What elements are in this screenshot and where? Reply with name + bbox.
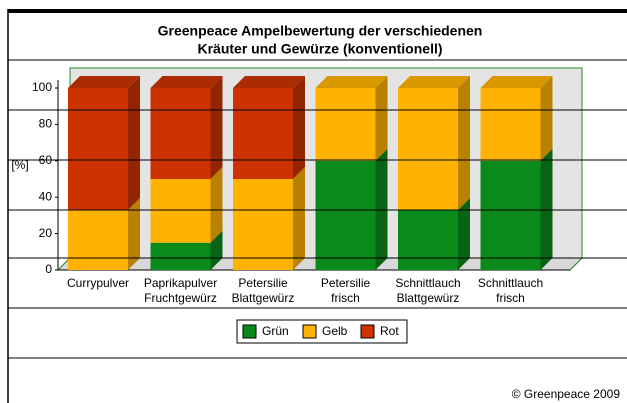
bar-side [210,167,223,243]
x-tick-label: Currypulver [67,276,129,290]
bar [315,88,376,161]
legend-label: Grün [262,324,289,338]
bar-top [315,76,388,88]
x-tick-label: Petersilie [321,276,371,290]
bar [398,88,458,210]
x-tick-label: Schnittlauch [478,276,543,290]
y-tick-label: 40 [39,189,53,203]
frame-top [8,9,627,13]
footer: © Greenpeace 2009 [512,387,621,401]
bar [480,88,541,161]
legend-swatch [302,324,317,339]
bar [315,160,376,270]
x-tick-label: Blattgewürz [397,291,460,305]
chart-title: Kräuter und Gewürze (konventionell) [197,41,442,57]
bar-top [68,76,140,88]
y-tick-label: 20 [39,226,53,240]
y-tick-label: 80 [39,117,53,131]
bar [68,88,128,210]
bar-side [210,230,223,270]
chart-title: Greenpeace Ampelbewertung der verschiede… [158,23,483,39]
y-tick-label: 0 [45,262,52,276]
bar-side [375,148,388,270]
legend: Grün Gelb Rot [236,319,408,344]
legend-swatch [242,324,257,339]
x-tick-label: Petersilie [238,276,288,290]
bar-side [458,76,470,210]
bar [480,160,541,270]
bar-side [458,197,470,270]
bar-side [540,76,553,161]
y-axis-label: [%] [11,158,28,172]
bar [398,209,458,270]
bar [233,179,293,270]
bar-side [128,76,140,210]
bar-top [233,76,305,88]
x-tick-label: Schnittlauch [395,276,460,290]
y-tick-label: 100 [32,80,52,94]
x-tick-label: Fruchtgewürz [144,291,217,305]
bar [233,88,293,179]
bar-side [375,76,388,161]
bar-side [293,76,305,179]
bar-side [210,76,223,179]
bar [150,88,211,179]
bar-side [128,197,140,270]
x-tick-label: frisch [496,291,525,305]
bar-top [150,76,223,88]
x-tick-label: Blattgewürz [232,291,295,305]
legend-label: Rot [380,324,399,338]
legend-label: Gelb [322,324,348,338]
bar-top [480,76,553,88]
x-tick-label: frisch [331,291,360,305]
bar [150,179,211,243]
rules [8,59,627,359]
bar [150,242,211,270]
x-tick-label: Paprikapulver [144,276,217,290]
bar-side [540,148,553,270]
legend-swatch [360,324,375,339]
bar-top [398,76,470,88]
bar-side [293,167,305,270]
bar [68,209,128,270]
